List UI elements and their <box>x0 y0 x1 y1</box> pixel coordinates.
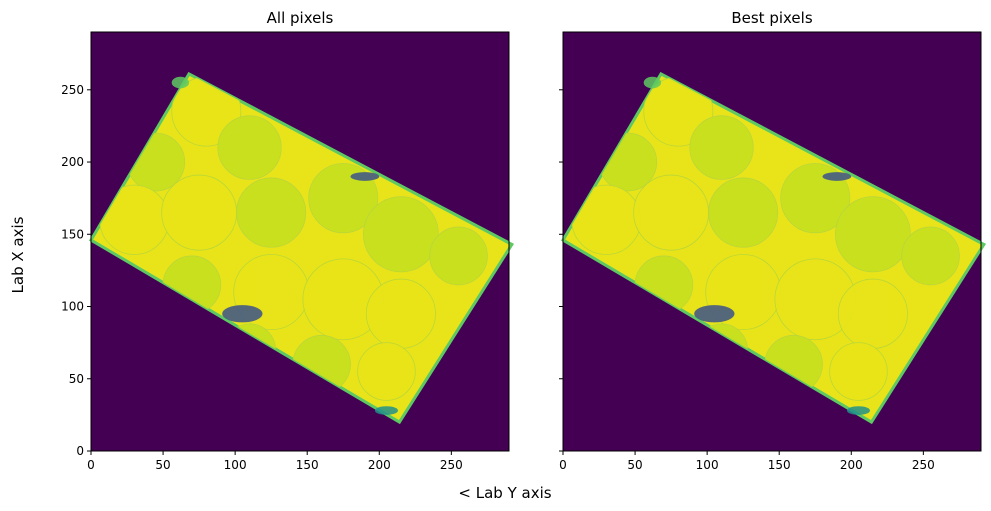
x-tick-label: 50 <box>627 458 642 472</box>
grain-cell <box>363 196 439 273</box>
grain-cell <box>901 226 960 286</box>
grain-cell <box>365 278 436 349</box>
x-tick-label: 0 <box>87 458 95 472</box>
grain-cell <box>308 163 379 234</box>
low-value-patch <box>694 305 735 323</box>
axes-frame <box>90 31 510 452</box>
x-tick-label: 250 <box>912 458 935 472</box>
x-tick-label: 50 <box>155 458 170 472</box>
y-tick-label: 0 <box>76 444 84 458</box>
grain-cell <box>161 174 237 251</box>
figure-ylabel: Lab X axis <box>9 216 27 293</box>
figure-xlabel: < Lab Y axis <box>458 484 551 502</box>
grain-cell <box>708 177 779 248</box>
grain-cell <box>429 226 488 286</box>
x-tick-label: 0 <box>559 458 567 472</box>
panel-all-pixels: All pixels 0 50 100 150 200 250 0 50 100 150 200 250 <box>61 9 515 472</box>
low-value-patch <box>374 406 399 415</box>
axes-frame <box>562 31 982 452</box>
y-tick-label: 250 <box>61 83 84 97</box>
y-tick-label: 200 <box>61 155 84 169</box>
low-value-patch <box>222 305 263 323</box>
y-tick-label: 150 <box>61 227 84 241</box>
low-value-patch <box>171 76 190 89</box>
grain-cell <box>236 177 307 248</box>
low-value-patch <box>846 406 871 415</box>
y-tick-label: 100 <box>61 300 84 314</box>
grain-cell <box>835 196 911 273</box>
chart-title: All pixels <box>267 9 334 27</box>
x-tick-label: 200 <box>368 458 391 472</box>
x-tick-label: 100 <box>224 458 247 472</box>
grain-cell <box>357 342 416 401</box>
panel-best-pixels: Best pixels 0 50 100 150 200 250 <box>559 9 987 472</box>
y-tick-label: 50 <box>69 372 84 386</box>
grain-cell <box>217 115 282 180</box>
x-tick-label: 200 <box>840 458 863 472</box>
chart-title: Best pixels <box>731 9 812 27</box>
grain-cell <box>780 163 851 234</box>
x-tick-label: 100 <box>696 458 719 472</box>
low-value-patch <box>822 172 852 181</box>
x-tick-label: 150 <box>768 458 791 472</box>
grain-cell <box>829 342 888 401</box>
grain-cell <box>837 278 908 349</box>
low-value-patch <box>643 76 662 89</box>
x-tick-label: 150 <box>296 458 319 472</box>
x-tick-label: 250 <box>440 458 463 472</box>
low-value-patch <box>350 172 380 181</box>
grain-cell <box>633 174 709 251</box>
grain-cell <box>689 115 754 180</box>
